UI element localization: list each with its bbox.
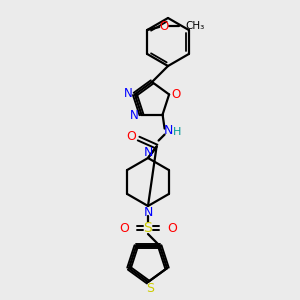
Text: N: N xyxy=(124,87,132,100)
Text: N: N xyxy=(143,206,153,220)
Text: O: O xyxy=(160,20,169,32)
Text: O: O xyxy=(167,221,177,235)
Text: N: N xyxy=(164,124,173,137)
Text: N: N xyxy=(130,109,139,122)
Text: S: S xyxy=(144,221,152,235)
Text: H: H xyxy=(172,127,181,136)
Text: N: N xyxy=(143,146,153,158)
Text: S: S xyxy=(146,283,154,296)
Text: CH₃: CH₃ xyxy=(185,21,205,31)
Text: O: O xyxy=(172,88,181,101)
Text: O: O xyxy=(127,130,136,143)
Text: O: O xyxy=(119,221,129,235)
